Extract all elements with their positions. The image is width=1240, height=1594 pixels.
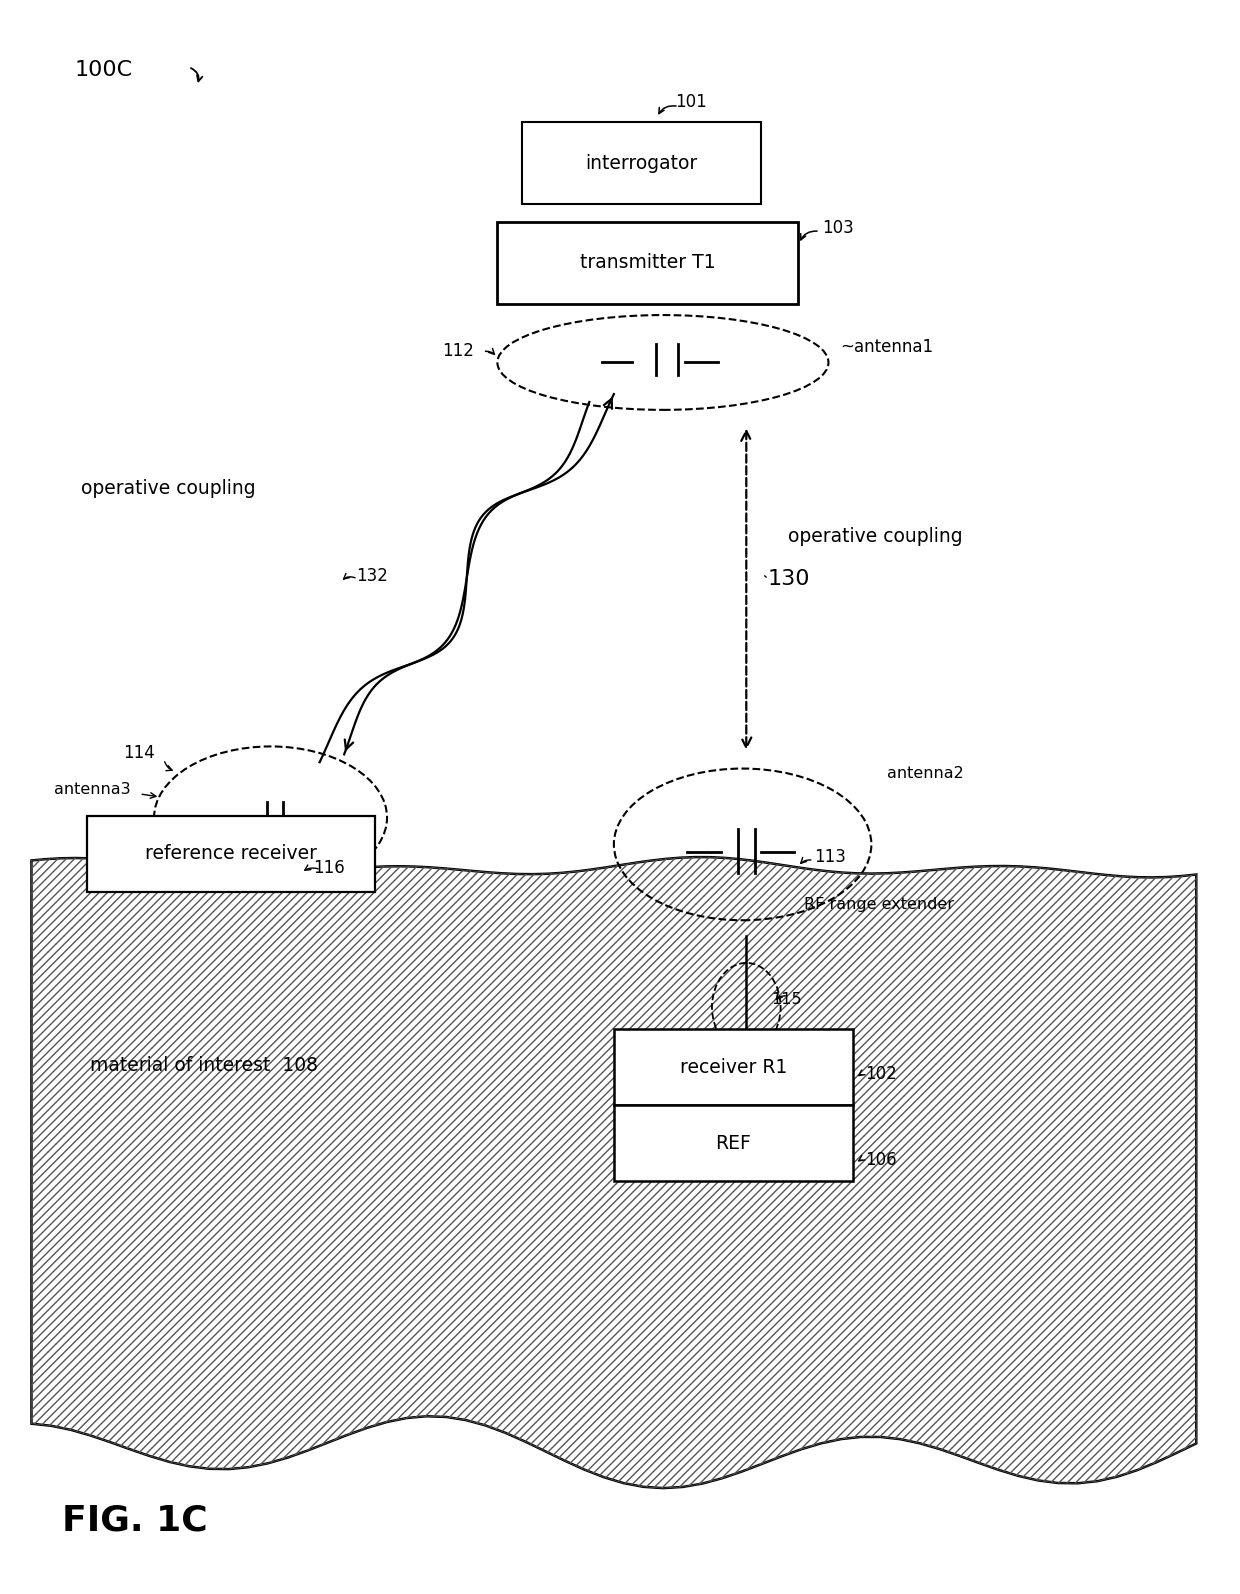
Text: transmitter T1: transmitter T1 (580, 253, 715, 273)
Text: operative coupling: operative coupling (787, 526, 962, 545)
Text: antenna3: antenna3 (53, 781, 130, 797)
Text: receiver R1: receiver R1 (680, 1058, 787, 1076)
Text: 112: 112 (443, 343, 474, 360)
Text: 102: 102 (866, 1065, 897, 1082)
Text: 116: 116 (314, 859, 345, 877)
Text: material of interest  108: material of interest 108 (91, 1057, 319, 1074)
Bar (87, 816, 374, 891)
Text: 115: 115 (771, 991, 801, 1007)
Text: 114: 114 (124, 744, 155, 762)
Text: REF: REF (715, 1133, 751, 1152)
Text: 101: 101 (675, 92, 707, 110)
Text: ~antenna1: ~antenna1 (841, 338, 934, 355)
Text: antenna2: antenna2 (888, 765, 963, 781)
Polygon shape (31, 858, 1197, 1489)
Bar (614, 1030, 853, 1105)
Text: interrogator: interrogator (585, 155, 698, 172)
Bar (497, 222, 797, 304)
Text: FIG. 1C: FIG. 1C (62, 1503, 208, 1538)
Text: reference receiver: reference receiver (145, 845, 316, 864)
Text: RF range extender: RF range extender (804, 897, 954, 912)
Text: 103: 103 (822, 218, 854, 238)
Text: 100C: 100C (74, 61, 133, 80)
Text: 132: 132 (356, 567, 388, 585)
Text: operative coupling: operative coupling (81, 480, 255, 499)
Text: 130: 130 (768, 569, 810, 588)
Text: 113: 113 (813, 848, 846, 866)
Bar (614, 1105, 853, 1181)
Bar (522, 123, 761, 204)
Text: 106: 106 (866, 1151, 897, 1170)
